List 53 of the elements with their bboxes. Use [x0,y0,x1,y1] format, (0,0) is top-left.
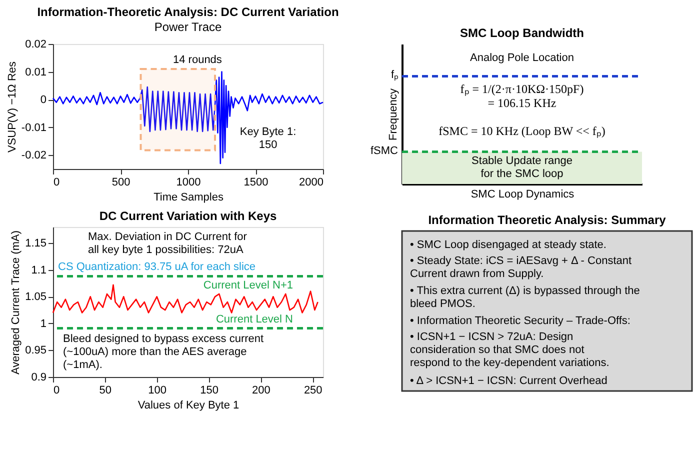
x-tick-label: 0 [54,176,60,188]
y-tick-label: 0.95 [25,344,46,357]
x-tick-label: 0 [54,384,60,396]
text: • Information Theoretic Security – Trade-Offs: [410,315,630,327]
y-tick-label: 0.02 [25,38,46,50]
x-tick-label: 1000 [176,176,201,188]
y-tick-label: -0.01 [21,122,46,134]
annotation: 14 rounds [173,54,222,66]
text: fₚ = 1/(2·π·10KΩ·150pF) = 106.15 KHz [460,82,584,110]
ref-line-label: Current Level N [216,313,294,326]
text: Information Theoretic Analysis: Summary [428,213,666,227]
chart-subtitle: Power Trace [154,20,222,34]
text: • Steady State: iCS = iAESavg + Δ - Constant Current drawn from Supply. [410,255,632,280]
y-tick-label: 0.01 [25,66,46,78]
x-tick-label: 500 [112,176,130,188]
text: • This extra current (Δ) is bypassed through the bleed PMOS. [410,285,640,310]
x-axis-title: Time Samples [154,192,224,204]
x-tick-label: 100 [148,384,167,396]
annotation: CS Quantization: 93.75 uA for each slice [58,261,256,273]
x-tick-label: 1500 [244,176,268,188]
x-tick-label: 250 [304,384,322,396]
text: SMC Loop Bandwidth [460,26,584,40]
y-tick-label: 0 [40,94,46,106]
text: SMC Loop Dynamics [470,188,575,200]
y-tick-label: 1.1 [31,264,46,276]
y-tick-label: 1.15 [25,238,46,250]
y-axis-title: Averaged Current Trace (mA) [10,230,22,375]
annotation: Key Byte 1: 150 [240,126,296,151]
text: fSMC = 10 KHz (Loop BW << fₚ) [438,124,606,138]
x-axis-title: Values of Key Byte 1 [138,400,240,412]
y-tick-label: 0.9 [31,372,46,384]
text: • Δ > ICSN+1 − ICSN: Current Overhead [410,375,608,387]
text: fₚ [390,69,398,82]
text: fSMC [370,144,398,157]
text: • ICSN+1 − ICSN > 72uA: Design consideration so that SMC does not respond to the key-dependent variations. [410,331,610,369]
x-tick-label: 2000 [299,176,324,188]
x-tick-label: 200 [252,384,270,396]
chart-title: DC Current Variation with Keys [99,209,278,223]
line-series [52,71,324,164]
text: Frequency [388,88,400,140]
x-tick-label: 50 [99,384,112,396]
x-tick-label: 150 [200,384,218,396]
annotation: Max. Deviation in DC Current for all key byte 1 possibilities: 72uA [88,231,248,256]
ref-line-label: Current Level N+1 [203,279,293,292]
annotation: Bleed designed to bypass excess current (~100uA) more than the AES average (~1mA). [63,333,264,371]
y-tick-label: 1.05 [25,291,46,304]
text: Stable Update range for the SMC loop [472,154,572,180]
y-tick-label: 1 [40,318,46,330]
chart-title: Information-Theoretic Analysis: DC Current Variation [37,5,339,19]
y-axis-title: VSUP(V) −1Ω Res [6,60,18,153]
text: • SMC Loop disengaged at steady state. [410,239,606,251]
text: Analog Pole Location [470,52,574,64]
y-tick-label: -0.02 [21,150,46,162]
